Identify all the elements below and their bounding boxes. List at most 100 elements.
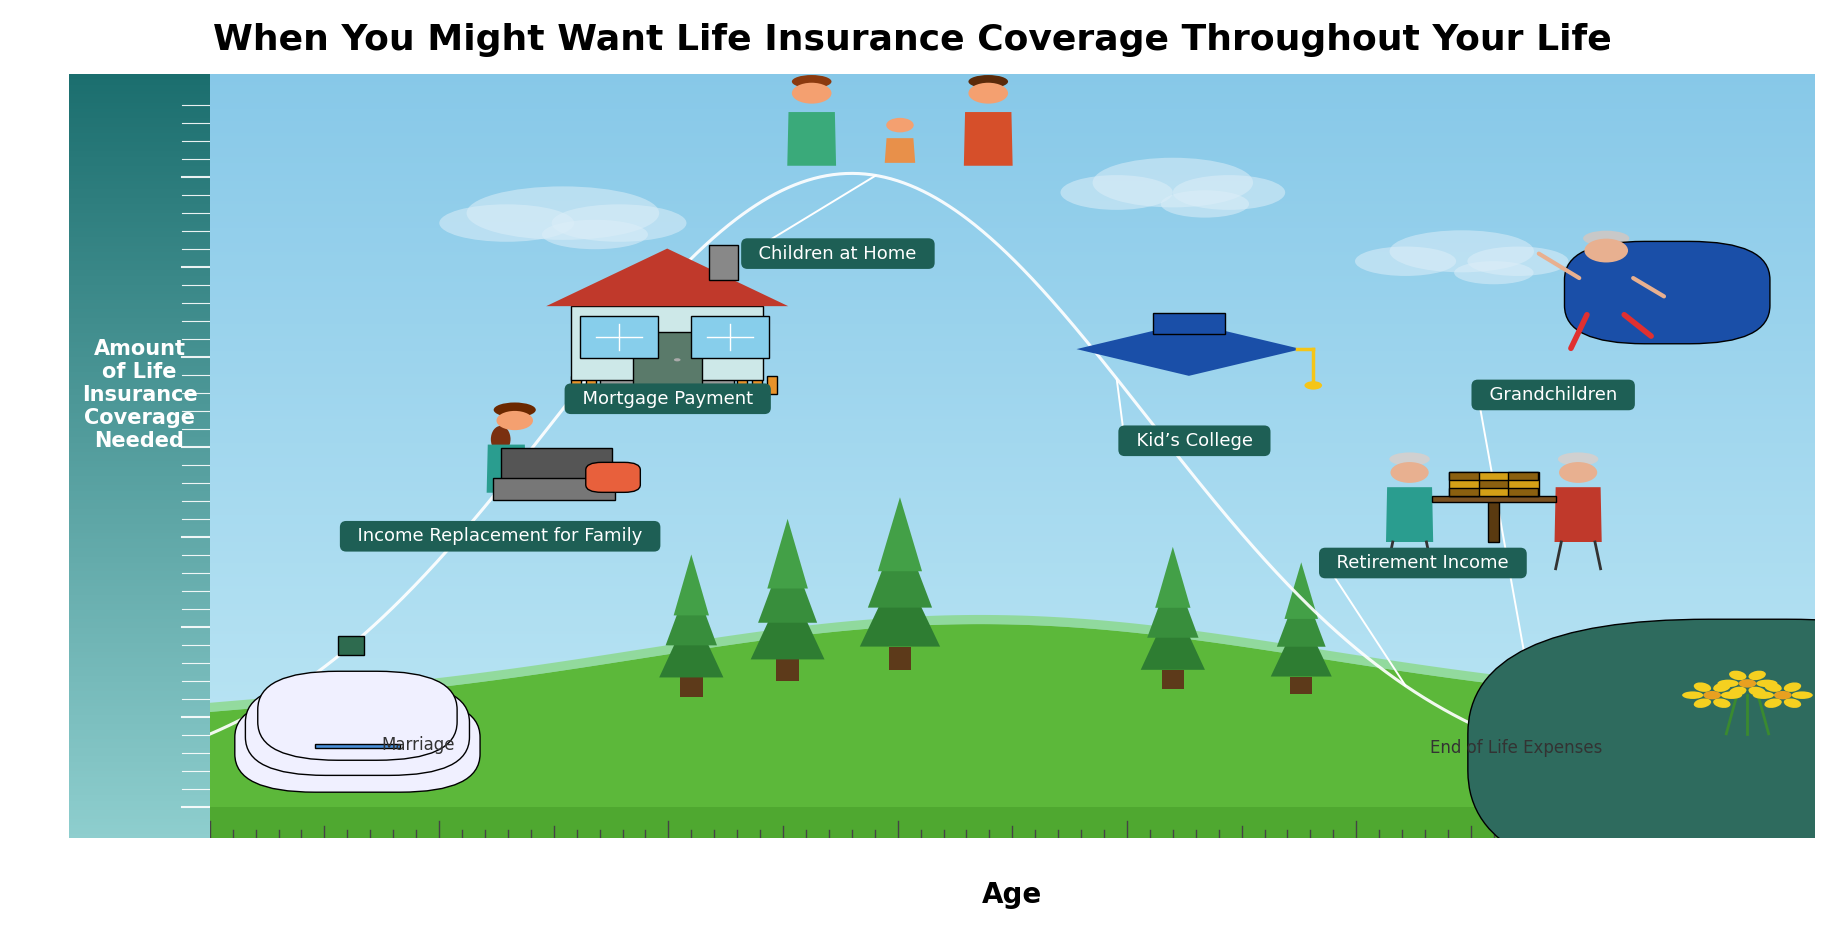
Bar — [69, 399, 210, 402]
Bar — [210, 752, 1814, 755]
Bar — [69, 638, 210, 641]
Bar — [210, 379, 1814, 382]
Ellipse shape — [1059, 175, 1172, 210]
Bar — [210, 106, 1814, 110]
Bar — [69, 411, 210, 414]
FancyBboxPatch shape — [1447, 488, 1478, 496]
Bar — [210, 784, 1814, 787]
Bar — [69, 668, 210, 671]
Bar — [69, 157, 210, 160]
Bar — [69, 286, 210, 289]
Bar — [210, 298, 1814, 301]
Ellipse shape — [968, 82, 1008, 104]
Polygon shape — [767, 519, 808, 589]
Bar — [69, 662, 210, 665]
Bar — [210, 567, 1814, 569]
Ellipse shape — [1748, 670, 1765, 681]
Bar — [210, 191, 1814, 194]
Bar — [210, 402, 1814, 406]
Bar — [69, 298, 210, 301]
Bar — [69, 191, 210, 194]
Bar — [210, 176, 1814, 179]
Bar — [210, 677, 1814, 680]
Bar — [210, 494, 1814, 498]
Bar — [210, 369, 1814, 372]
Bar — [69, 268, 210, 271]
Bar — [69, 817, 210, 820]
Bar — [69, 145, 210, 149]
Bar — [210, 286, 1814, 289]
Ellipse shape — [968, 75, 1008, 88]
Bar — [69, 557, 210, 560]
Bar — [69, 167, 210, 169]
Bar — [210, 187, 1814, 191]
FancyBboxPatch shape — [602, 376, 611, 394]
Bar — [210, 364, 1814, 367]
Bar — [210, 372, 1814, 375]
Bar — [210, 623, 1814, 626]
Bar — [210, 80, 1814, 83]
Bar — [69, 516, 210, 519]
Bar — [210, 218, 1814, 220]
Polygon shape — [210, 615, 1814, 712]
FancyBboxPatch shape — [337, 636, 363, 655]
Bar — [210, 253, 1814, 257]
Polygon shape — [1276, 582, 1325, 646]
Bar — [69, 477, 210, 480]
FancyBboxPatch shape — [736, 376, 747, 394]
Bar — [210, 206, 1814, 208]
Bar — [210, 811, 1814, 814]
Bar — [210, 301, 1814, 304]
Bar — [210, 283, 1814, 286]
Bar — [69, 596, 210, 599]
Bar — [69, 241, 210, 244]
FancyBboxPatch shape — [1508, 472, 1537, 480]
Bar — [210, 748, 1814, 752]
Bar — [210, 731, 1814, 733]
Polygon shape — [210, 807, 1814, 838]
Ellipse shape — [1389, 231, 1533, 272]
Bar — [210, 474, 1814, 477]
Ellipse shape — [1763, 698, 1781, 708]
Bar — [210, 423, 1814, 426]
Bar — [69, 806, 210, 808]
Bar — [69, 623, 210, 626]
Bar — [69, 784, 210, 787]
Bar — [69, 116, 210, 119]
Bar — [210, 128, 1814, 131]
Bar — [69, 235, 210, 238]
Bar — [210, 367, 1814, 369]
Bar — [210, 294, 1814, 298]
Bar — [210, 659, 1814, 662]
Bar — [210, 698, 1814, 701]
Bar — [210, 313, 1814, 316]
Ellipse shape — [1303, 382, 1322, 390]
FancyBboxPatch shape — [1478, 480, 1508, 488]
Bar — [210, 545, 1814, 548]
Bar — [69, 456, 210, 459]
Bar — [210, 113, 1814, 116]
Bar — [210, 728, 1814, 731]
Bar — [69, 770, 210, 772]
Polygon shape — [1385, 487, 1433, 542]
Bar — [69, 208, 210, 211]
Bar — [210, 438, 1814, 441]
Bar — [69, 301, 210, 304]
Bar — [69, 360, 210, 364]
Text: Amount
of Life
Insurance
Coverage
Needed: Amount of Life Insurance Coverage Needed — [82, 339, 197, 451]
Text: Age: Age — [981, 882, 1043, 909]
Ellipse shape — [1389, 453, 1429, 466]
Bar — [210, 355, 1814, 357]
Bar — [210, 429, 1814, 432]
Bar — [69, 262, 210, 265]
Text: When You Might Want Life Insurance Coverage Throughout Your Life: When You Might Want Life Insurance Cover… — [213, 23, 1610, 57]
Bar — [210, 644, 1814, 647]
Bar — [69, 548, 210, 552]
Ellipse shape — [673, 358, 680, 361]
Bar — [69, 820, 210, 823]
Bar — [210, 504, 1814, 507]
Text: End of Life Expenses: End of Life Expenses — [1429, 739, 1601, 757]
Bar — [210, 235, 1814, 238]
Bar — [210, 133, 1814, 137]
Bar — [69, 95, 210, 98]
